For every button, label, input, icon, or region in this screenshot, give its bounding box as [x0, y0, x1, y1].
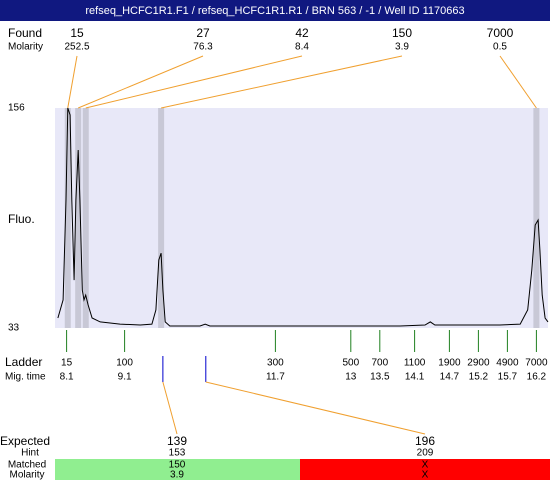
ladder-label: Ladder [5, 355, 42, 369]
found-molarity: 3.9 [395, 42, 409, 53]
peak-band [82, 108, 89, 328]
ladder-time: 11.7 [266, 372, 285, 383]
peak-band [64, 108, 71, 328]
expected-hint: 209 [417, 448, 434, 459]
expected-size: 139 [167, 434, 187, 448]
found-sublabel: Molarity [8, 42, 43, 53]
ladder-size: 1100 [404, 358, 426, 369]
found-molarity: 0.5 [493, 42, 507, 53]
ladder-time: 13 [345, 372, 357, 383]
title: refseq_HCFC1R1.F1 / refseq_HCFC1R1.R1 / … [85, 5, 464, 17]
expected-matched: 150 [169, 460, 186, 471]
ladder-size: 1900 [438, 358, 461, 369]
expected-matched: X [422, 460, 429, 471]
peak-band [158, 108, 165, 328]
expected-connector [205, 381, 426, 435]
peak-connector [499, 55, 537, 109]
y-tick-label: 156 [8, 103, 25, 114]
matched-label: Matched [8, 460, 46, 471]
y-tick-label: 33 [8, 323, 20, 334]
found-molarity: 8.4 [295, 42, 309, 53]
molarity-label: Molarity [9, 470, 44, 480]
found-label: Found [8, 26, 42, 40]
ladder-size: 300 [267, 358, 284, 369]
ladder-time: 15.2 [469, 372, 489, 383]
expected-molarity: 3.9 [170, 470, 184, 480]
ladder-time: 14.7 [440, 372, 460, 383]
match-cell [55, 459, 300, 480]
ladder-time: 8.1 [60, 372, 74, 383]
expected-size: 196 [415, 434, 435, 448]
ladder-size: 4900 [496, 358, 519, 369]
trace [57, 107, 549, 327]
ladder-size: 7000 [525, 358, 548, 369]
found-size: 7000 [487, 26, 514, 40]
expected-connector [162, 381, 178, 435]
plot-area [55, 108, 548, 328]
found-molarity: 252.5 [64, 42, 89, 53]
expected-molarity: X [422, 470, 429, 480]
peak-connector [78, 55, 204, 109]
hint-label: Hint [21, 448, 39, 459]
ladder-time: 15.7 [498, 372, 518, 383]
ladder-time: 13.5 [370, 372, 390, 383]
y-axis-label: Fluo. [8, 212, 35, 226]
peak-connector [85, 55, 303, 109]
expected-label: Expected [0, 434, 50, 448]
expected-hint: 153 [169, 448, 186, 459]
ladder-size: 500 [342, 358, 359, 369]
found-size: 27 [196, 26, 210, 40]
ladder-size: 15 [61, 358, 73, 369]
ladder-size: 100 [116, 358, 133, 369]
title-bar [0, 0, 550, 21]
ladder-sublabel: Mig. time [5, 372, 46, 383]
ladder-time: 16.2 [527, 372, 547, 383]
match-cell [300, 459, 550, 480]
ladder-size: 2900 [467, 358, 490, 369]
peak-connector [161, 55, 403, 109]
found-molarity: 76.3 [193, 42, 213, 53]
ladder-size: 700 [371, 358, 388, 369]
peak-band [75, 108, 82, 328]
found-size: 42 [295, 26, 309, 40]
peak-band [533, 108, 540, 328]
peak-connector [67, 55, 78, 109]
found-size: 15 [70, 26, 84, 40]
ladder-time: 14.1 [405, 372, 425, 383]
found-size: 150 [392, 26, 412, 40]
ladder-time: 9.1 [118, 372, 132, 383]
